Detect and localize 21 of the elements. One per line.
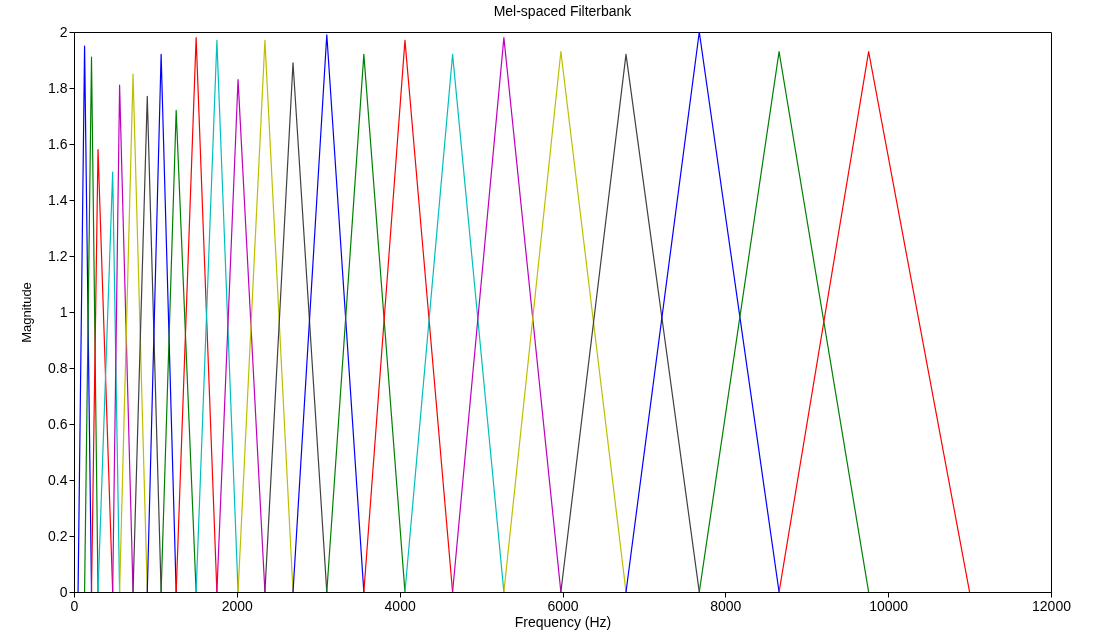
x-tick-label: 8000 <box>710 597 742 614</box>
x-tick-label: 12000 <box>1032 597 1072 614</box>
x-axis-title: Frequency (Hz) <box>514 613 612 630</box>
y-tick-label: 1.6 <box>48 135 68 152</box>
y-tick-label: 0 <box>59 583 68 600</box>
x-tick-label: 2000 <box>221 597 254 614</box>
y-axis-title: Magnitude <box>19 282 35 343</box>
y-tick-label: 1.8 <box>48 79 68 96</box>
y-tick-label: 1 <box>59 303 68 320</box>
y-tick-label: 0.6 <box>48 415 68 432</box>
y-tick-label: 0.2 <box>48 527 68 544</box>
y-tick-label: 1.4 <box>48 191 68 208</box>
x-tick-label: 4000 <box>384 597 416 614</box>
x-tick-label: 0 <box>70 597 79 614</box>
chart-title: Mel-spaced Filterbank <box>493 3 633 19</box>
y-tick-label: 2 <box>59 23 68 40</box>
y-tick-label: 0.4 <box>48 471 68 488</box>
y-tick-label: 1.2 <box>48 247 68 264</box>
x-tick-label: 6000 <box>547 597 579 614</box>
x-tick-label: 10000 <box>869 597 909 614</box>
y-tick-label: 0.8 <box>48 359 68 376</box>
